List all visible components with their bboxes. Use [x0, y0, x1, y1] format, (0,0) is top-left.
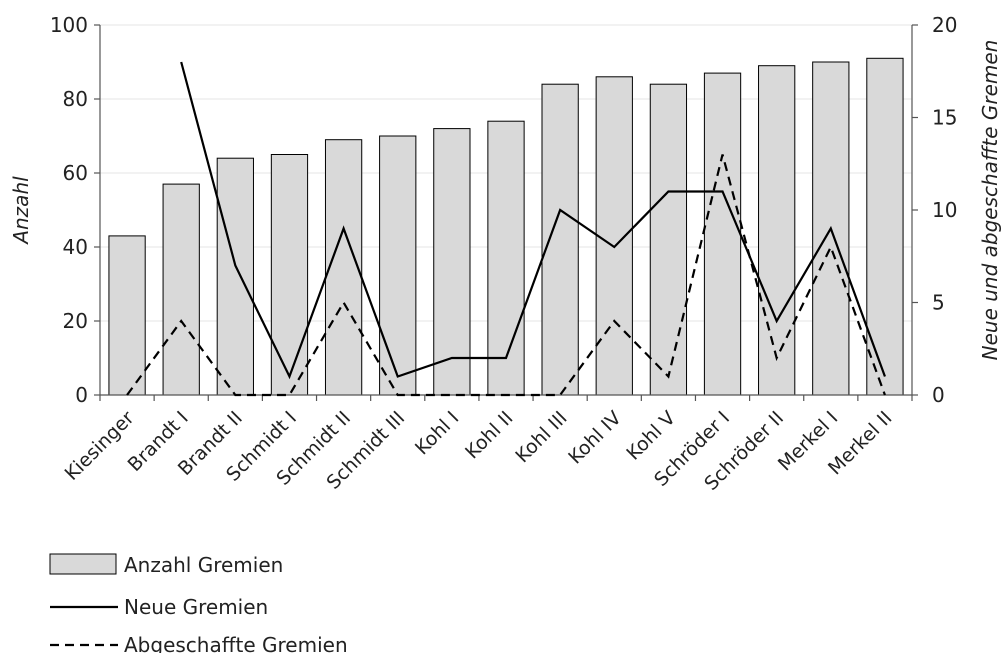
legend-label: Neue Gremien — [124, 595, 268, 619]
bar — [703, 72, 742, 396]
y2-tick-label: 10 — [932, 198, 957, 222]
bar — [162, 183, 200, 396]
y-tick-label: 80 — [63, 87, 88, 111]
legend-label: Anzahl Gremien — [124, 553, 283, 577]
y-tick-label: 0 — [75, 383, 88, 407]
legend: Anzahl Gremien Neue Gremien Abgeschaffte G… — [49, 553, 348, 653]
bar — [487, 120, 525, 396]
abgeschaffte-line — [126, 154, 886, 397]
y2-axis-title: Neue und abgeschaffte Gremen — [978, 40, 1002, 361]
y-axis-title: Anzahl — [9, 176, 33, 246]
bar — [379, 135, 417, 396]
bar — [433, 128, 471, 396]
bar — [866, 57, 904, 396]
x-tick-label: Kohl II — [461, 407, 517, 463]
legend-swatch-bar — [49, 553, 117, 575]
x-tick-label: Kohl I — [411, 407, 463, 459]
y-tick-label: 20 — [63, 309, 88, 333]
y-tick-label: 60 — [63, 161, 88, 185]
y2-tick-label: 20 — [932, 13, 957, 37]
neue-line — [180, 61, 886, 380]
bar — [324, 139, 363, 396]
bar — [108, 235, 146, 396]
bar — [649, 83, 688, 396]
x-tick-label: Kiesinger — [61, 407, 139, 485]
y-tick-label: 40 — [63, 235, 88, 259]
bar — [541, 83, 579, 396]
y2-tick-label: 5 — [932, 291, 945, 315]
legend-label: Abgeschaffte Gremien — [124, 633, 348, 653]
bar — [216, 157, 254, 396]
bar — [270, 154, 309, 396]
y2-tick-label: 0 — [932, 383, 945, 407]
x-tick-label: Kohl IV — [564, 407, 626, 469]
lines — [126, 61, 886, 397]
y2-tick-label: 15 — [932, 106, 957, 130]
bar — [758, 65, 796, 396]
x-tick-label: Kohl III — [511, 407, 571, 467]
bar — [595, 76, 633, 396]
y-tick-label: 100 — [50, 13, 88, 37]
bars — [108, 57, 904, 396]
